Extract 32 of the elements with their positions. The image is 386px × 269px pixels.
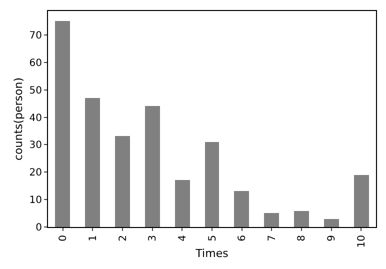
x-tick-label: 7	[266, 235, 278, 242]
x-tick-label: 3	[148, 235, 159, 242]
x-tick-label: 0	[58, 235, 70, 242]
x-tick-label: 9	[326, 235, 338, 242]
y-axis-title: counts(person)	[12, 77, 25, 161]
bar	[324, 219, 339, 227]
y-tick-label: 70	[29, 30, 42, 42]
y-tick-label: 0	[36, 222, 42, 234]
x-tick-label: 6	[237, 235, 248, 242]
y-tick-label: 20	[29, 168, 42, 179]
y-tick-label: 40	[29, 112, 42, 124]
bar	[294, 211, 309, 227]
bar	[264, 213, 279, 227]
y-tick-label: 60	[29, 58, 42, 69]
bar	[205, 142, 219, 227]
x-tick-label: 5	[207, 235, 218, 242]
bar	[354, 175, 369, 227]
x-tick-label: 1	[88, 235, 99, 242]
y-tick-label: 50	[29, 85, 42, 96]
bar	[145, 106, 160, 227]
bar	[55, 21, 70, 227]
y-tick-label: 10	[29, 195, 42, 206]
x-tick-label: 8	[296, 235, 308, 242]
bar	[175, 180, 190, 227]
x-tick-label: 10	[356, 235, 368, 248]
bar	[85, 98, 100, 227]
bar	[115, 136, 130, 227]
x-tick-label: 4	[177, 235, 188, 242]
x-tick-label: 2	[118, 235, 129, 242]
y-tick-label: 30	[29, 140, 42, 152]
x-axis-title: Times	[194, 246, 229, 260]
bar	[234, 191, 249, 227]
